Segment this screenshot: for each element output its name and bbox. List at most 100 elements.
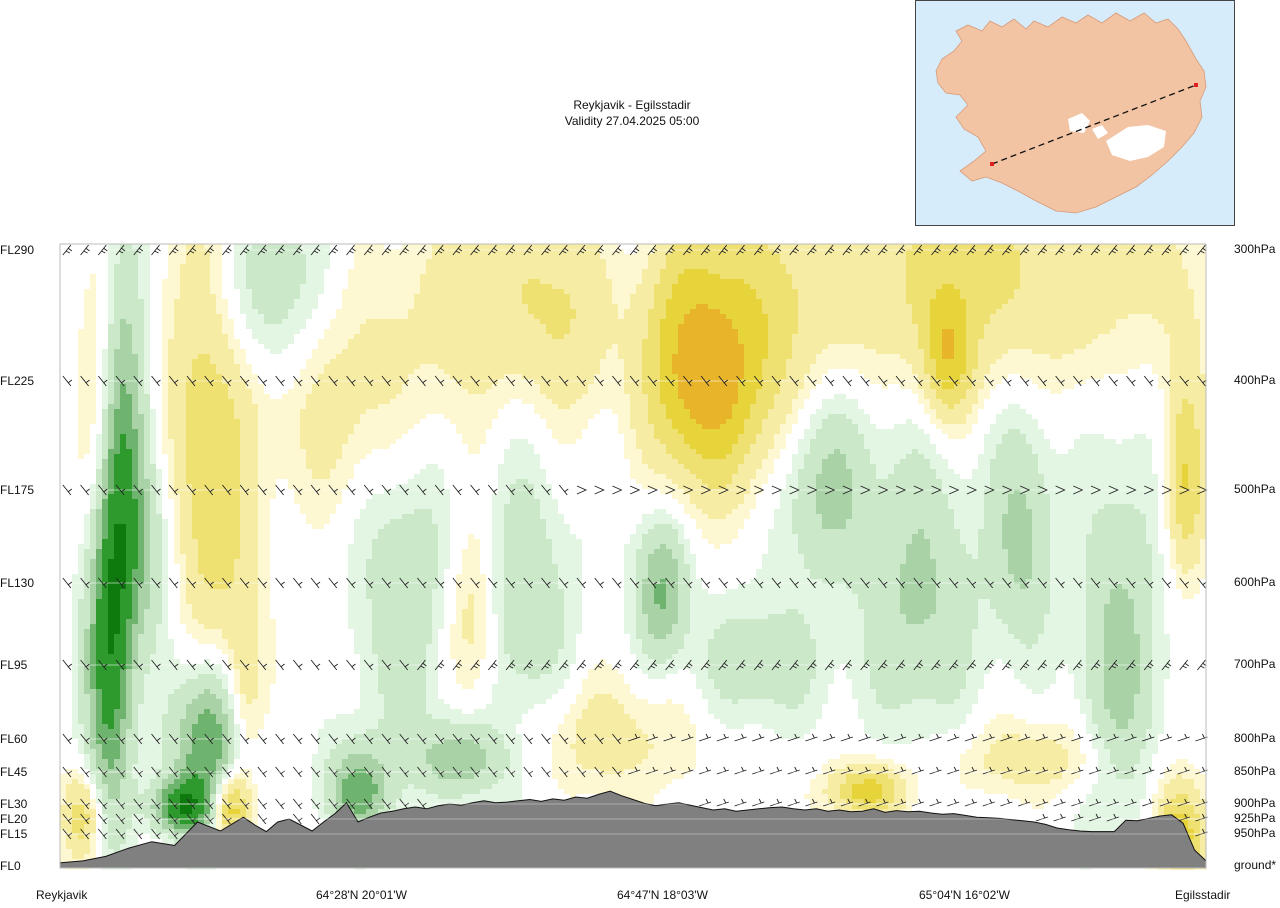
field-cell xyxy=(864,359,871,365)
field-cell xyxy=(612,289,619,295)
field-cell xyxy=(702,329,709,335)
field-cell xyxy=(504,324,511,330)
field-cell xyxy=(654,304,661,310)
field-cell xyxy=(708,344,715,350)
field-cell xyxy=(702,244,709,250)
field-cell xyxy=(822,274,829,280)
field-cell xyxy=(624,284,631,290)
field-cell xyxy=(1116,349,1123,355)
field-cell xyxy=(648,299,655,305)
field-cell xyxy=(408,309,415,315)
field-cell xyxy=(1104,344,1111,350)
field-cell xyxy=(780,294,787,300)
field-cell xyxy=(1056,259,1063,265)
field-cell xyxy=(1116,269,1123,275)
field-cell xyxy=(234,274,241,280)
field-cell xyxy=(390,294,397,300)
field-cell xyxy=(606,369,613,375)
field-cell xyxy=(960,319,967,325)
field-cell xyxy=(72,349,79,355)
field-cell xyxy=(888,369,895,375)
field-cell xyxy=(474,264,481,270)
field-cell xyxy=(96,364,103,370)
field-cell xyxy=(966,349,973,355)
field-cell xyxy=(816,329,823,335)
field-cell xyxy=(684,319,691,325)
field-cell xyxy=(258,354,265,360)
field-cell xyxy=(684,344,691,350)
field-cell xyxy=(258,259,265,265)
field-cell xyxy=(216,319,223,325)
field-cell xyxy=(270,299,277,305)
field-cell xyxy=(294,274,301,280)
field-cell xyxy=(222,259,229,265)
field-cell xyxy=(936,279,943,285)
field-cell xyxy=(924,284,931,290)
field-cell xyxy=(78,339,85,345)
field-cell xyxy=(648,249,655,255)
field-cell xyxy=(510,354,517,360)
field-cell xyxy=(234,289,241,295)
field-cell xyxy=(756,309,763,315)
field-cell xyxy=(264,264,271,270)
field-cell xyxy=(438,324,445,330)
field-cell xyxy=(768,269,775,275)
field-cell xyxy=(888,244,895,250)
field-cell xyxy=(486,269,493,275)
field-cell xyxy=(678,259,685,265)
field-cell xyxy=(234,284,241,290)
field-cell xyxy=(900,314,907,320)
field-cell xyxy=(1128,339,1135,345)
field-cell xyxy=(378,254,385,260)
field-cell xyxy=(1092,304,1099,310)
glacier-hofsjokull xyxy=(1092,125,1108,139)
field-cell xyxy=(636,369,643,375)
field-cell xyxy=(366,264,373,270)
field-cell xyxy=(84,374,91,380)
field-cell xyxy=(60,349,67,355)
field-cell xyxy=(486,314,493,320)
field-cell xyxy=(1002,329,1009,335)
field-cell xyxy=(762,354,769,360)
field-cell xyxy=(846,264,853,270)
field-cell xyxy=(1038,364,1045,370)
field-cell xyxy=(600,249,607,255)
field-cell xyxy=(486,354,493,360)
field-cell xyxy=(462,269,469,275)
field-cell xyxy=(588,289,595,295)
field-cell xyxy=(1128,309,1135,315)
field-cell xyxy=(288,369,295,375)
field-cell xyxy=(258,299,265,305)
field-cell xyxy=(564,324,571,330)
field-cell xyxy=(588,254,595,260)
field-cell xyxy=(360,364,367,370)
field-cell xyxy=(330,334,337,340)
field-cell xyxy=(588,264,595,270)
field-cell xyxy=(1146,309,1153,315)
field-cell xyxy=(258,294,265,300)
field-cell xyxy=(1152,324,1159,330)
field-cell xyxy=(564,264,571,270)
field-cell xyxy=(366,279,373,285)
field-cell xyxy=(126,254,133,260)
field-cell xyxy=(1074,339,1081,345)
field-cell xyxy=(966,264,973,270)
field-cell xyxy=(840,299,847,305)
field-cell xyxy=(90,259,97,265)
field-cell xyxy=(144,369,151,375)
field-cell xyxy=(984,244,991,250)
field-cell xyxy=(114,264,121,270)
field-cell xyxy=(1200,269,1207,275)
field-cell xyxy=(1176,259,1183,265)
field-cell xyxy=(732,359,739,365)
field-cell xyxy=(924,334,931,340)
field-cell xyxy=(1164,359,1171,365)
field-cell xyxy=(168,264,175,270)
field-cell xyxy=(444,359,451,365)
field-cell xyxy=(864,304,871,310)
field-cell xyxy=(84,284,91,290)
field-cell xyxy=(384,369,391,375)
field-cell xyxy=(306,364,313,370)
field-cell xyxy=(1008,299,1015,305)
field-cell xyxy=(516,254,523,260)
